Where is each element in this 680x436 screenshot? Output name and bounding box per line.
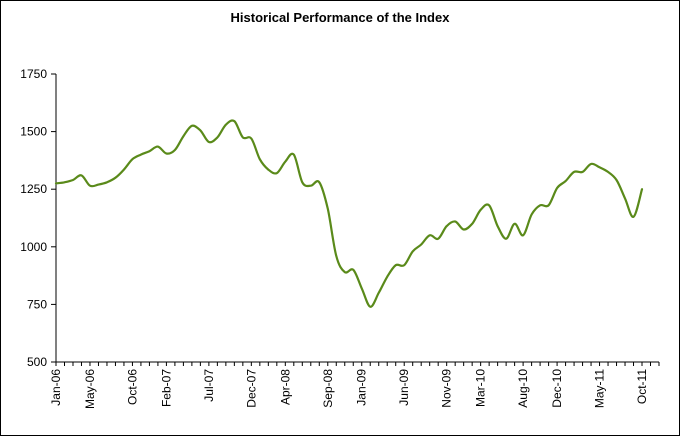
y-tick-label: 1500 (20, 125, 47, 139)
y-ticks: 500 750 1000 1250 1500 1750 (20, 67, 56, 369)
y-tick-label: 1000 (20, 240, 47, 254)
x-tick-label: Nov-09 (440, 369, 454, 408)
x-tick-label: Jun-09 (397, 369, 411, 406)
chart-title: Historical Performance of the Index (230, 10, 450, 25)
y-tick-label: 500 (27, 355, 47, 369)
x-tick-label: Jan-09 (355, 369, 369, 406)
y-tick-label: 750 (27, 297, 47, 311)
x-tick-label: May-06 (83, 369, 97, 409)
x-tick-label: Sep-08 (321, 369, 335, 408)
x-tick-label: Aug-10 (516, 369, 530, 408)
x-tick-label: Mar-10 (474, 369, 488, 407)
x-tick-label: May-11 (593, 369, 607, 408)
x-tick-label: Apr-08 (278, 369, 292, 405)
x-tick-label: Dec-10 (550, 369, 564, 408)
series-line (54, 119, 644, 308)
x-tick-label: Feb-07 (159, 369, 173, 407)
x-tick-label: Oct-11 (635, 369, 649, 404)
x-tick-label: Jul-07 (202, 369, 216, 402)
y-tick-label: 1250 (20, 182, 47, 196)
x-tick-label: Jan-06 (49, 369, 63, 406)
x-tick-label: Dec-07 (244, 369, 258, 408)
x-ticks: Jan-06 May-06 Oct-06 Feb-07 Jul-07 Dec-07 Apr-… (49, 362, 660, 409)
y-tick-label: 1750 (20, 67, 47, 81)
x-tick-label: Oct-06 (125, 369, 139, 405)
